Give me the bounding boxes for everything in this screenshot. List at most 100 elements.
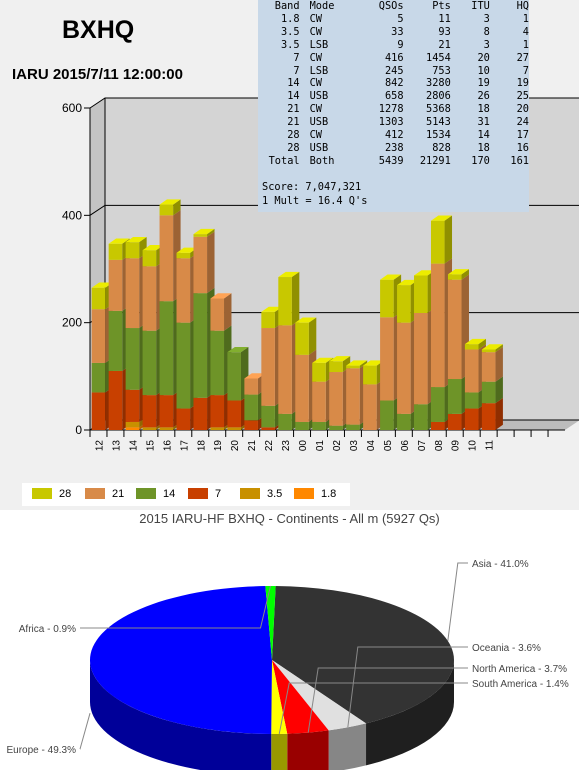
bar-segment-top-28 xyxy=(329,356,351,362)
summary-cell: Both xyxy=(309,154,335,167)
summary-row: 28 CW 412 1534 14 17 xyxy=(260,129,529,142)
summary-cell: LSB xyxy=(309,38,329,51)
bar-segment-7 xyxy=(193,397,208,430)
summary-cell: 11 xyxy=(438,12,451,25)
bar-segment-14 xyxy=(91,362,106,393)
summary-cell: CW xyxy=(309,51,322,64)
bar-segment-28 xyxy=(108,243,123,260)
x-tick-label: 23 xyxy=(281,440,292,452)
legend-label: 3.5 xyxy=(267,488,283,500)
summary-cell: 5439 xyxy=(378,154,404,167)
pie-leader-line xyxy=(307,667,468,733)
summary-header-cell: Pts xyxy=(432,0,451,12)
bar-segment-28 xyxy=(295,322,309,355)
bar-segment-28 xyxy=(91,287,106,310)
x-tick-label: 16 xyxy=(162,440,173,452)
bar-segment-side-7 xyxy=(495,397,503,430)
summary-cell: 245 xyxy=(384,64,404,77)
pie-slice-side xyxy=(287,730,329,770)
legend-label: 21 xyxy=(112,488,125,500)
legend-label: 1.8 xyxy=(321,488,337,500)
x-tick-label: 17 xyxy=(179,440,190,452)
bar-segment-side-21 xyxy=(495,346,503,382)
x-tick-label: 09 xyxy=(451,440,462,452)
summary-cell: CW xyxy=(309,77,322,90)
bar-segment-14 xyxy=(329,425,343,430)
summary-cell: 24 xyxy=(516,116,529,129)
summary-row: 7 CW 416 1454 20 27 xyxy=(260,52,529,65)
y-tick-label: 400 xyxy=(62,208,82,222)
bar-segment-28 xyxy=(447,274,462,280)
summary-cell: 18 xyxy=(477,103,490,116)
summary-cell: LSB xyxy=(309,64,329,77)
x-tick-label: 14 xyxy=(128,440,139,452)
bar-segment-21 xyxy=(414,313,428,405)
bar-segment-21 xyxy=(447,279,462,380)
pie-slice-label: North America - 3.7% xyxy=(472,664,567,675)
bar-segment-28 xyxy=(329,361,343,373)
x-tick-label: 06 xyxy=(400,440,411,452)
summary-cell: 753 xyxy=(432,64,451,77)
summary-cell: 7 xyxy=(293,64,300,77)
x-tick-label: 21 xyxy=(247,440,258,452)
bar-stack xyxy=(278,271,300,430)
summary-cell: 20 xyxy=(477,51,490,64)
bar-segment-14 xyxy=(414,404,428,430)
summary-cell: 14 xyxy=(287,90,300,103)
bar-segment-7 xyxy=(261,427,275,430)
bar-segment-14 xyxy=(193,293,208,398)
pie-slice xyxy=(265,586,276,660)
summary-cell: 21 xyxy=(438,38,451,51)
legend: 28 21 14 7 3.5 1.8 xyxy=(22,483,350,506)
summary-cell: 21291 xyxy=(419,154,451,167)
summary-cell: 14 xyxy=(287,77,300,90)
y-tick-label: 200 xyxy=(62,316,82,330)
bar-segment-14 xyxy=(346,424,360,430)
bar-segment-21 xyxy=(142,266,157,331)
bar-segment-side-21 xyxy=(207,231,215,294)
legend-swatch xyxy=(188,488,208,499)
bar-segment-28 xyxy=(312,362,326,382)
legend-swatch xyxy=(32,488,52,499)
summary-cell: 1.8 xyxy=(280,12,300,25)
bar-segment-side-28 xyxy=(478,338,486,350)
summary-table: Band Mode QSOs Pts ITU HQ 1.8 CW 5 11 3 1 3.5 CW 33 93… xyxy=(260,0,529,168)
pie-slice-side xyxy=(90,660,272,770)
bar-segment-21 xyxy=(329,372,343,426)
bar-segment-28 xyxy=(142,250,157,267)
bar-segment-top-28 xyxy=(125,236,147,243)
bar-segment-1.8 xyxy=(125,427,140,430)
x-tick-label: 11 xyxy=(485,440,496,451)
bar-segment-top-28 xyxy=(464,338,486,345)
summary-cell: 19 xyxy=(477,77,490,90)
pie-leader-line xyxy=(80,585,271,629)
bar-segment-21 xyxy=(380,317,394,401)
bar-segment-3.5 xyxy=(227,427,241,430)
bar-segment-top-28 xyxy=(363,360,385,366)
pie-slice xyxy=(272,660,367,731)
bar-segment-side-28 xyxy=(461,269,469,280)
x-tick-label: 15 xyxy=(145,440,156,452)
bar-segment-21 xyxy=(193,236,208,294)
bar-segment-28 xyxy=(430,220,445,264)
x-tick-label: 08 xyxy=(434,440,445,452)
summary-cell: 20 xyxy=(516,103,529,116)
summary-row: 3.5 CW 33 93 8 4 xyxy=(260,26,529,39)
bar-segment-7 xyxy=(176,408,191,430)
bar-segment-top-28 xyxy=(193,228,215,235)
summary-cell: 25 xyxy=(516,90,529,103)
summary-cell: 21 xyxy=(287,103,300,116)
bar-segment-top-28 xyxy=(447,269,469,275)
bar-segment-side-28 xyxy=(495,344,503,353)
bar-segment-21 xyxy=(397,322,411,414)
summary-cell: 93 xyxy=(438,25,451,38)
bar-segment-7 xyxy=(430,421,445,430)
bar-segment-28 xyxy=(481,349,496,353)
bar-segment-top-28 xyxy=(108,238,130,244)
legend-swatch xyxy=(294,488,314,499)
bar-segment-14 xyxy=(278,413,292,430)
pie-slice-side xyxy=(366,660,454,766)
bar-segment-top-28 xyxy=(278,271,300,278)
legend-label: 28 xyxy=(59,488,72,500)
bar-segment-28 xyxy=(261,311,275,329)
